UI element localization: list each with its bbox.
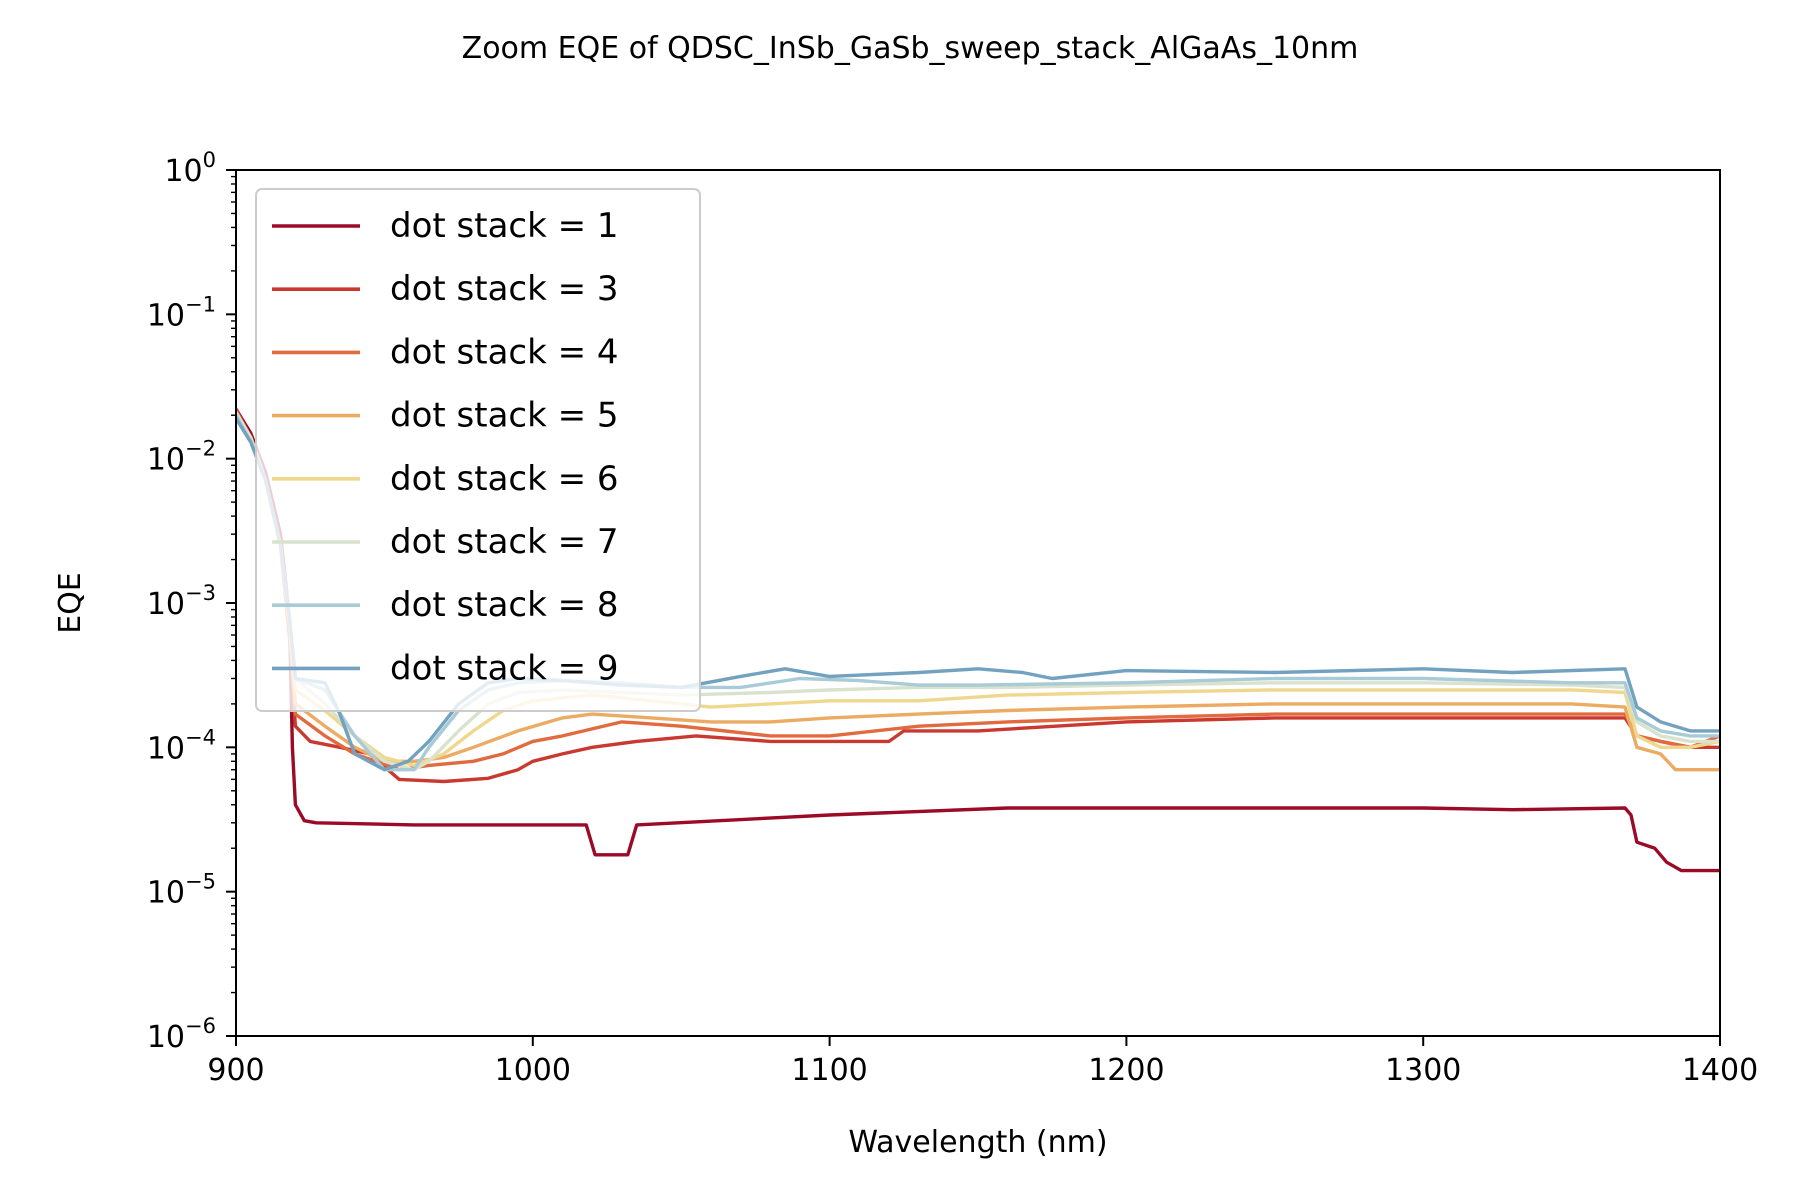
- x-axis-label: Wavelength (nm): [848, 1125, 1107, 1160]
- legend-label-7: dot stack = 8: [390, 585, 619, 625]
- legend-label-8: dot stack = 9: [390, 648, 619, 688]
- legend-label-6: dot stack = 7: [390, 522, 619, 562]
- legend-label-5: dot stack = 6: [390, 459, 619, 499]
- x-tick-label: 1400: [1682, 1053, 1758, 1088]
- x-tick-label: 1100: [791, 1053, 867, 1088]
- y-axis-label: EQE: [53, 572, 88, 634]
- x-tick-label: 1200: [1088, 1053, 1164, 1088]
- x-axis: 900 1000 1100 1200 1300 1400: [207, 1036, 1758, 1088]
- legend: dot stack = 1 dot stack = 3 dot stack = 4 d…: [255, 188, 701, 712]
- legend-label-3: dot stack = 4: [390, 332, 619, 372]
- y-tick-label: 10−6: [147, 1014, 216, 1055]
- legend-box: [255, 188, 701, 712]
- y-tick-label: 10−2: [147, 437, 216, 478]
- y-tick-label: 10−4: [147, 725, 216, 766]
- legend-label-4: dot stack = 5: [390, 396, 619, 436]
- x-tick-label: 1000: [495, 1053, 571, 1088]
- x-tick-label: 1300: [1385, 1053, 1461, 1088]
- y-tick-label: 10−5: [147, 870, 216, 911]
- chart-title: Zoom EQE of QDSC_InSb_GaSb_sweep_stack_A…: [462, 31, 1359, 66]
- y-tick-label: 10−1: [147, 292, 216, 333]
- legend-label-2: dot stack = 3: [390, 269, 619, 309]
- y-tick-label: 10−3: [147, 581, 216, 622]
- x-tick-label: 900: [207, 1053, 264, 1088]
- y-axis: 10−6 10−5 10−4 10−3 10−2 10−1 100: [147, 148, 236, 1055]
- series-line-2: [236, 407, 1720, 784]
- legend-label-1: dot stack = 1: [390, 206, 619, 246]
- y-tick-label: 100: [164, 148, 216, 189]
